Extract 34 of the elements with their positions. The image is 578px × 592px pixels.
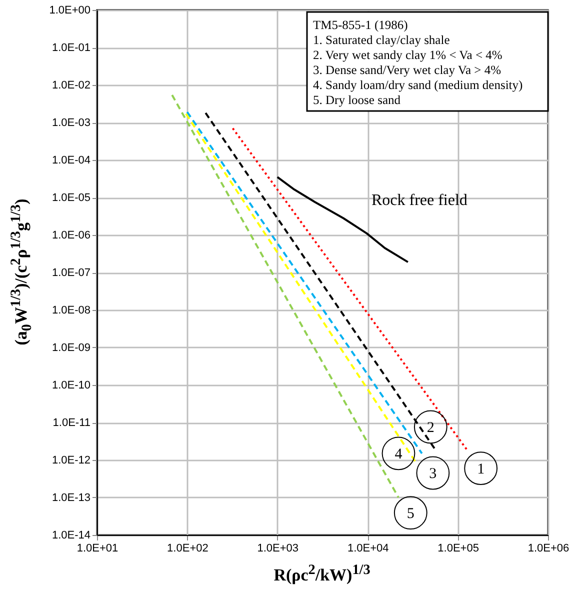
y-tick-label: 1.0E-08	[52, 304, 90, 316]
x-tick-label: 1.0E+03	[257, 542, 299, 554]
y-tick-label: 1.0E-03	[52, 117, 90, 129]
x-tick-label: 1.0E+02	[167, 542, 208, 554]
y-tick-label: 1.0E-13	[52, 492, 90, 504]
y-tick-label: 1.0E-09	[52, 342, 90, 354]
y-tick-label: 1.0E+00	[49, 4, 90, 16]
annotation: 1	[477, 461, 485, 478]
annotation: 1. Saturated clay/clay shale	[313, 33, 450, 47]
annotation: 5	[406, 506, 414, 522]
x-axis-title: R(ρc$^{2}$/kW)$^{1/3}$	[272, 562, 372, 586]
annotation: 2. Very wet sandy clay 1% < Va < 4%	[313, 48, 502, 62]
annotation: 4. Sandy loam/dry sand (medium density)	[313, 78, 523, 92]
x-tick-label: 1.0E+04	[347, 542, 389, 554]
y-tick-label: 1.0E-12	[52, 454, 90, 466]
y-tick-label: 1.0E-04	[52, 154, 90, 166]
y-tick-label: 1.0E-07	[52, 267, 90, 279]
y-tick-label: 1.0E-05	[52, 192, 90, 204]
y-tick-label: 1.0E-10	[52, 380, 90, 392]
annotation: 5. Dry loose sand	[313, 93, 402, 107]
x-tick-label: 1.0E+01	[76, 542, 118, 554]
y-tick-label: 1.0E-06	[52, 230, 90, 242]
annotation: 3. Dense sand/Very wet clay Va > 4%	[313, 63, 502, 77]
x-tick-label: 1.0E+05	[438, 542, 479, 554]
annotation: 3	[429, 466, 437, 482]
y-tick-label: 1.0E-14	[52, 530, 90, 542]
series-label: Rock free field	[371, 192, 468, 210]
annotation: 4	[394, 446, 403, 462]
annotation: 2	[426, 420, 434, 436]
annotation: TM5-855-1 (1986)	[313, 18, 408, 32]
y-tick-label: 1.0E-02	[52, 80, 90, 92]
y-tick-label: 1.0E-11	[52, 417, 90, 429]
x-tick-label: 1.0E+06	[528, 542, 570, 554]
y-tick-label: 1.0E-01	[52, 42, 90, 54]
